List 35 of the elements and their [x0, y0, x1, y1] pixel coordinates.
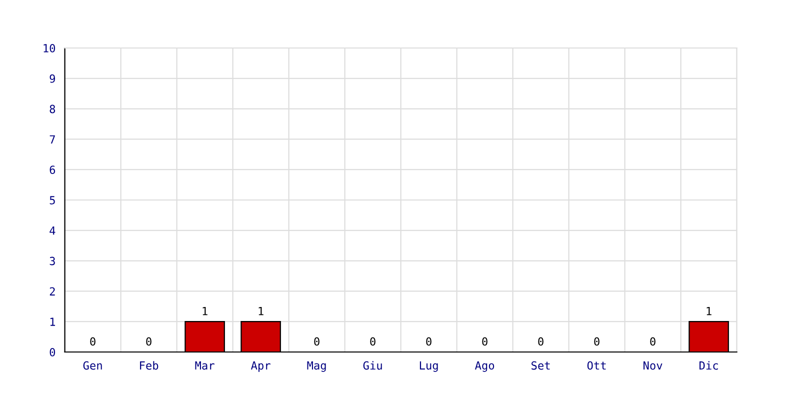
x-tick-label: Ott: [587, 361, 606, 370]
y-tick-label: 9: [50, 74, 56, 83]
data-label: 1: [706, 307, 712, 316]
data-label: 1: [258, 307, 264, 316]
y-tick-label: 8: [50, 104, 56, 114]
data-label: 0: [146, 337, 152, 346]
y-tick-label: 2: [50, 287, 55, 296]
data-label: 0: [594, 337, 600, 346]
data-label: 0: [482, 337, 488, 346]
x-tick-label: Feb: [140, 361, 158, 370]
data-label: 0: [370, 337, 376, 346]
x-tick-label: Apr: [250, 361, 270, 372]
x-tick-label: Giu: [363, 361, 382, 370]
x-tick-label: Gen: [83, 361, 102, 370]
y-tick-label: 0: [50, 348, 56, 356]
data-label: 0: [314, 337, 320, 346]
data-label: 0: [538, 337, 544, 346]
data-label: 1: [202, 307, 208, 316]
x-tick-label: Dic: [700, 361, 718, 370]
data-label: 0: [426, 337, 432, 346]
y-tick-label: 6: [50, 166, 56, 174]
y-tick-label: 5: [50, 196, 55, 204]
y-tick-label: 4: [50, 226, 56, 235]
y-tick-label: 10: [44, 44, 56, 52]
x-tick-label: Set: [532, 361, 550, 370]
data-label: 0: [90, 337, 96, 346]
x-tick-label: Lug: [420, 361, 438, 372]
x-tick-label: Mag: [307, 361, 326, 372]
x-tick-label: Mar: [195, 361, 214, 370]
y-tick-label: 1: [50, 318, 56, 326]
y-tick-label: 3: [50, 256, 55, 266]
x-tick-label: Ago: [474, 361, 494, 372]
data-label: 0: [650, 337, 656, 346]
x-tick-label: Nov: [644, 361, 662, 370]
y-tick-label: 7: [50, 135, 55, 144]
